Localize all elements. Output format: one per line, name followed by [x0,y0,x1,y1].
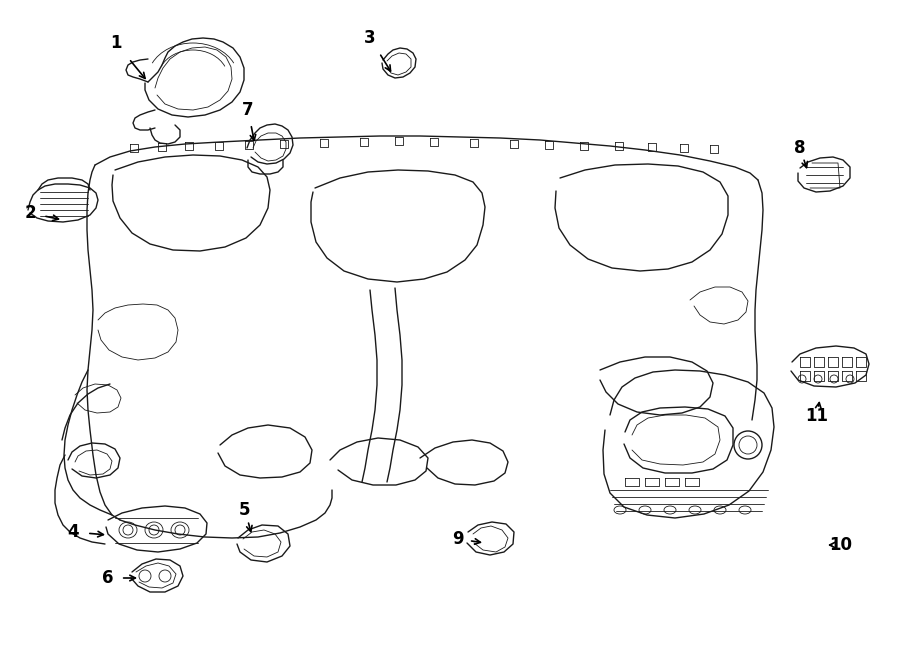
Text: 2: 2 [24,204,36,222]
Text: 8: 8 [794,139,806,157]
Text: 1: 1 [110,34,122,52]
Text: 3: 3 [364,29,376,47]
Text: 5: 5 [239,501,251,519]
Text: 4: 4 [68,523,79,541]
Text: 10: 10 [830,536,852,554]
Text: 7: 7 [242,101,254,119]
Text: 9: 9 [452,530,464,548]
Text: 11: 11 [806,407,829,425]
Text: 6: 6 [103,569,113,587]
